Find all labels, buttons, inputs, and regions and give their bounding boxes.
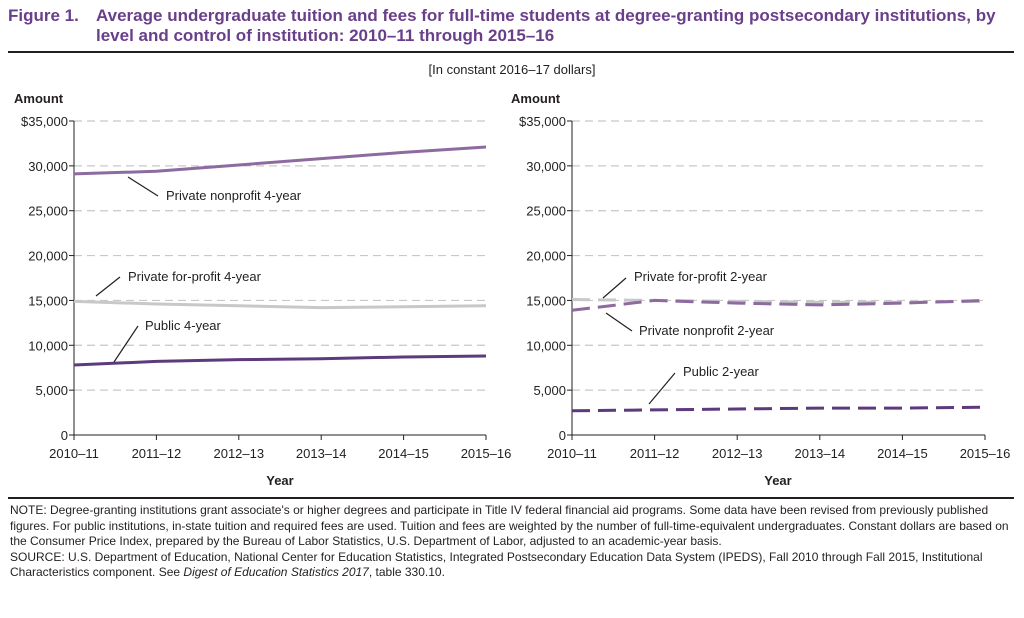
series-line-0 [73, 145, 487, 176]
x-axis-label: Year [764, 473, 791, 488]
y-tick-label: 20,000 [526, 249, 566, 264]
series-label-leader [602, 277, 627, 299]
series-line-1 [571, 298, 986, 312]
y-tick-label: 0 [61, 428, 68, 443]
y-tick-label: $35,000 [21, 114, 68, 129]
y-axis-label: Amount [14, 91, 64, 106]
x-tick-label: 2010–11 [547, 446, 597, 461]
x-tick-label: 2015–16 [461, 446, 512, 461]
series-label-leader [113, 325, 139, 363]
series-label-leader [127, 176, 159, 197]
x-tick-label: 2014–15 [877, 446, 928, 461]
y-axis-label: Amount [511, 91, 561, 106]
series-label: Private for-profit 2-year [634, 269, 768, 284]
y-tick-label: 0 [559, 428, 566, 443]
y-tick-label: 25,000 [526, 204, 566, 219]
series-label: Public 4-year [145, 318, 222, 333]
source-text: SOURCE: U.S. Department of Education, Na… [10, 550, 1010, 581]
x-tick-label: 2014–15 [378, 446, 429, 461]
x-tick-label: 2011–12 [630, 446, 680, 461]
note-text: NOTE: Degree-granting institutions grant… [10, 503, 1009, 548]
series-label-leader [648, 372, 676, 405]
x-tick-label: 2012–13 [213, 446, 264, 461]
figure-subtitle: [In constant 2016–17 dollars] [428, 62, 596, 77]
bottom-rule [8, 497, 1014, 499]
x-axis-label: Year [266, 473, 293, 488]
y-tick-label: 5,000 [533, 383, 566, 398]
y-tick-label: 25,000 [28, 204, 68, 219]
y-tick-label: 15,000 [28, 293, 68, 308]
x-tick-label: 2013–14 [794, 446, 845, 461]
series-line-1 [73, 299, 487, 310]
x-tick-label: 2015–16 [960, 446, 1011, 461]
x-tick-label: 2012–13 [712, 446, 763, 461]
y-tick-label: 30,000 [28, 159, 68, 174]
y-tick-label: 10,000 [526, 338, 566, 353]
y-tick-label: 20,000 [28, 249, 68, 264]
series-line-2 [73, 354, 487, 367]
series-label: Public 2-year [683, 364, 760, 379]
series-label-leader [605, 312, 633, 332]
source-prefix: SOURCE: U.S. Department of Education, Na… [10, 549, 983, 580]
x-tick-label: 2010–11 [49, 446, 99, 461]
figure-note: NOTE: Degree-granting institutions grant… [10, 503, 1010, 581]
y-tick-label: 5,000 [35, 383, 68, 398]
figure-number: Figure 1. [8, 6, 79, 25]
series-line-2 [571, 405, 986, 413]
series-label-leader [95, 276, 121, 297]
source-suffix: , table 330.10. [368, 565, 445, 579]
y-tick-label: 30,000 [526, 159, 566, 174]
x-tick-label: 2013–14 [296, 446, 347, 461]
y-tick-label: $35,000 [519, 114, 566, 129]
series-label: Private for-profit 4-year [128, 269, 262, 284]
y-tick-label: 15,000 [526, 293, 566, 308]
x-tick-label: 2011–12 [132, 446, 182, 461]
series-label: Private nonprofit 4-year [166, 188, 302, 203]
figure-title: Average undergraduate tuition and fees f… [96, 6, 996, 45]
source-digest-title: Digest of Education Statistics 2017 [183, 565, 369, 579]
y-tick-label: 10,000 [28, 338, 68, 353]
top-rule [8, 51, 1014, 53]
series-label: Private nonprofit 2-year [639, 323, 775, 338]
